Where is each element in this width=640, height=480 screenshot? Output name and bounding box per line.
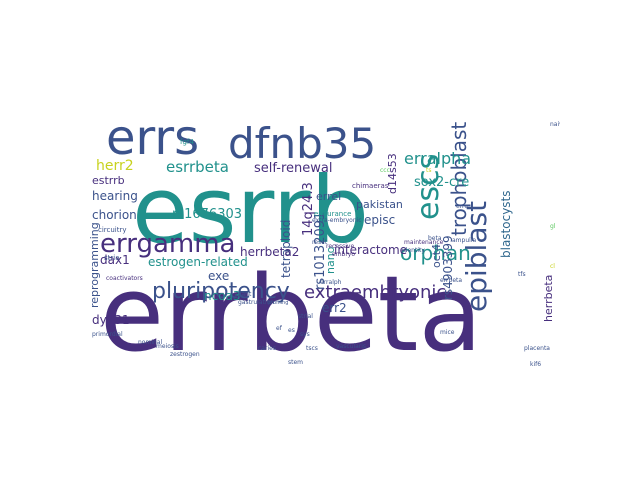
cloud-word: circuitry — [98, 226, 127, 234]
cloud-word: endurance — [314, 210, 351, 218]
cloud-word: ccc — [380, 167, 390, 174]
cloud-word: meiosis — [156, 343, 179, 350]
cloud-word: interactome — [334, 243, 407, 257]
cloud-word: caries — [258, 345, 276, 352]
cloud-word: ncoa3 — [204, 289, 241, 303]
cloud-word: errbeta — [100, 253, 482, 368]
cloud-word: identity — [402, 247, 425, 254]
cloud-word: vascularis — [336, 343, 366, 350]
cloud-word: erre — [456, 203, 468, 210]
cloud-word: coactivators — [106, 275, 143, 282]
cloud-word: profiling — [268, 300, 288, 306]
cloud-word: embryo — [332, 251, 355, 258]
cloud-word: pakistan — [356, 198, 403, 211]
cloud-word: stem — [288, 359, 303, 366]
cloud-word: beta — [428, 235, 442, 242]
cloud-word: extraembryonic — [304, 282, 446, 303]
cloud-word: maintenance — [404, 239, 444, 246]
cloud-word: esrrbeta — [166, 158, 229, 176]
cloud-word: gl — [550, 223, 556, 230]
cloud-word: err2 — [322, 301, 347, 315]
cloud-word: self-renewal — [254, 161, 332, 176]
cloud-word: stria — [104, 254, 120, 262]
cloud-word: placenta — [524, 345, 550, 352]
cloud-word: fgf4 — [180, 138, 194, 146]
cloud-word: kif6 — [530, 361, 541, 368]
cloud-word: orphan — [400, 241, 471, 265]
cloud-word: erralph — [320, 279, 342, 286]
cloud-word: es — [288, 327, 295, 334]
cloud-word: ef — [276, 325, 283, 332]
cloud-word: sox2-cre — [414, 175, 469, 190]
cloud-word: errbeta — [440, 277, 462, 284]
cloud-word: herrbeta — [542, 275, 555, 322]
cloud-word: dfnb35 — [228, 119, 376, 168]
cloud-word: pluripotency — [152, 279, 290, 304]
cloud-word: herr2 — [96, 158, 134, 174]
cloud-word: tscs — [306, 345, 318, 352]
cloud-word: nominal — [138, 339, 162, 346]
cloud-word: dax1 — [100, 253, 130, 267]
cloud-word: reprogramming — [88, 222, 101, 308]
cloud-word: cl — [550, 263, 555, 270]
cloud-word: d14s53 — [386, 153, 399, 194]
cloud-word: reset — [312, 239, 328, 246]
cloud-word: escs — [411, 154, 446, 220]
cloud-word: tetraploid — [279, 220, 293, 278]
cloud-word: episc — [364, 213, 395, 227]
cloud-word: errs — [106, 110, 199, 166]
cloud-word: ampulla — [452, 237, 476, 244]
cloud-word: zestrogen — [170, 351, 200, 358]
cloud-word: blastocysts — [499, 190, 513, 258]
cloud-word: hearing — [92, 189, 138, 203]
cloud-word: erralpha — [404, 149, 471, 168]
cloud-word: rs4903399 — [441, 235, 455, 300]
cloud-word: giant — [236, 291, 252, 298]
cloud-word: rs1676303 — [172, 207, 242, 222]
cloud-word: ts — [426, 167, 431, 174]
cloud-word: 14q24.3 — [301, 182, 316, 236]
cloud-word: nano — [324, 246, 337, 274]
cloud-word: errgamma — [100, 229, 235, 259]
cloud-word: estrrb — [92, 174, 125, 187]
cloud-word: naive — [550, 121, 560, 128]
cloud-word: esrrb — [132, 157, 369, 264]
cloud-word: dy131 — [92, 313, 130, 327]
cloud-word: chorion — [92, 208, 137, 222]
cloud-word: gastrulation — [238, 299, 274, 306]
cloud-word: exe — [208, 269, 229, 283]
cloud-word: trophoblast — [447, 122, 471, 236]
word-cloud: errbeta esrrb errs dfnb35 errgamma escs epibla… — [80, 108, 560, 368]
cloud-word: herrbeta2 — [240, 245, 299, 259]
cloud-word: oct4 — [430, 244, 443, 268]
cloud-word: sys — [300, 331, 310, 338]
cloud-word: primordial — [92, 331, 123, 338]
cloud-word: tfs — [518, 271, 526, 278]
cloud-word: errel — [316, 190, 341, 203]
cloud-word: recessive — [326, 243, 354, 250]
cloud-word: rs10132091 — [313, 212, 328, 290]
cloud-word: chimaeras — [352, 182, 389, 190]
cloud-word: mice — [440, 329, 455, 336]
cloud-word: strial — [298, 313, 313, 320]
cloud-word: estrogen-related — [148, 255, 248, 269]
cloud-word: extra-embryonic — [312, 217, 362, 224]
cloud-word: epiblast — [460, 201, 493, 312]
